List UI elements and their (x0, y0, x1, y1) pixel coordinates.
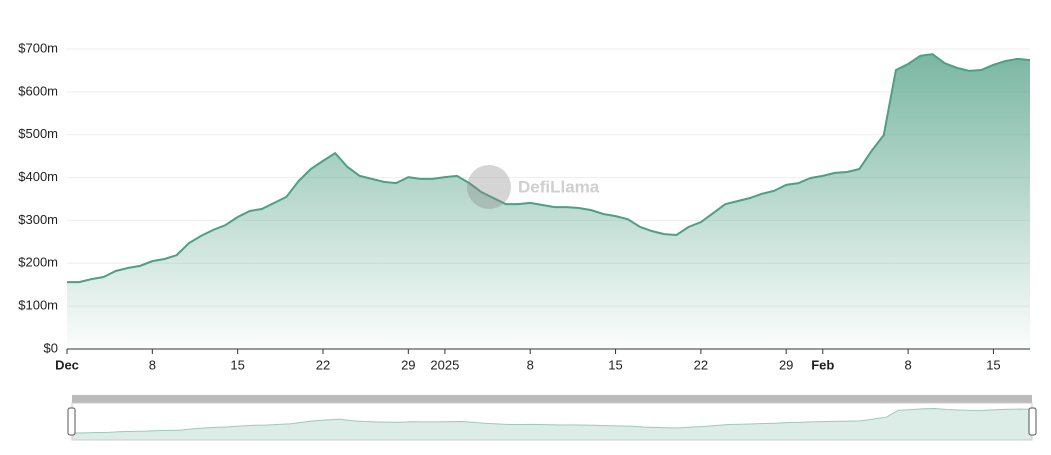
x-tick-label: 2025 (430, 357, 459, 372)
area (67, 54, 1030, 350)
x-tick-label: 29 (401, 357, 415, 372)
x-tick-label: Dec (55, 357, 79, 372)
y-tick-label: $600m (18, 83, 58, 98)
slider-bar[interactable] (72, 395, 1032, 403)
y-tick-label: $100m (18, 298, 58, 313)
x-tick-label: 29 (779, 357, 793, 372)
x-tick-label: 8 (527, 357, 534, 372)
x-tick-label: 8 (904, 357, 911, 372)
x-tick-label: 22 (694, 357, 708, 372)
line (67, 53, 1031, 284)
y-tick-label: $0 (44, 340, 58, 355)
slider-handle-right[interactable] (1028, 407, 1037, 436)
y-tick-label: $300m (18, 212, 58, 227)
y-tick-label: $400m (18, 169, 58, 184)
x-tick-label: 15 (230, 357, 244, 372)
mini-area (71, 408, 1033, 441)
x-tick-label: 15 (986, 357, 1000, 372)
y-tick-label: $500m (18, 126, 58, 141)
x-tick-label: 22 (316, 357, 330, 372)
x-tick-label: Feb (811, 357, 834, 372)
y-tick-label: $200m (18, 255, 58, 270)
x-tick-label: 15 (608, 357, 622, 372)
watermark: DefiLlama (467, 165, 600, 209)
slider-handle-left[interactable] (67, 407, 76, 436)
y-tick-label: $700m (18, 40, 58, 55)
watermark-text: DefiLlama (518, 177, 600, 196)
x-tick-label: 8 (149, 357, 156, 372)
